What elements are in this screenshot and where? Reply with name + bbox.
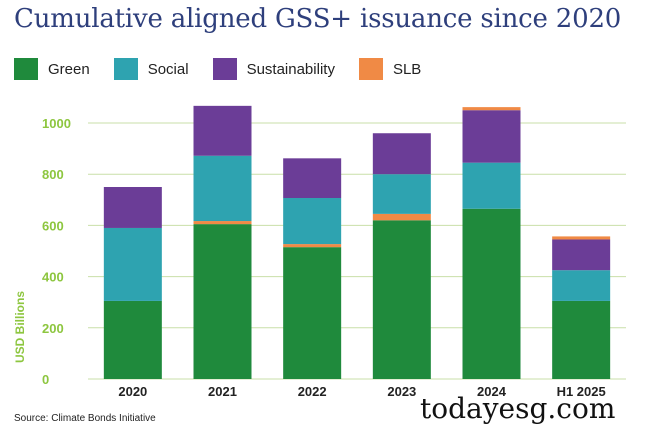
legend-swatch-social — [113, 58, 138, 80]
bar-green-2021-0 — [193, 224, 252, 379]
bar-green-2023-0 — [372, 220, 431, 379]
y-tick-label-1000: 1000 — [42, 116, 71, 131]
bar-green-2022-0 — [283, 247, 342, 379]
bar-sustainability-2020-3 — [103, 187, 162, 228]
y-tick-label-400: 400 — [42, 270, 64, 285]
bar-sustainability-2023-3 — [372, 133, 431, 175]
legend-item-slb: SLB — [358, 58, 422, 80]
bar-sustainability-2022-3 — [283, 158, 342, 199]
y-tick-label-0: 0 — [42, 372, 49, 387]
legend-item-sustainability: Sustainability — [212, 58, 335, 80]
legend-label-social: Social — [147, 60, 189, 78]
legend-item-social: Social — [113, 58, 189, 80]
x-tick-label-2021: 2021 — [208, 384, 237, 399]
legend-label-slb: SLB — [392, 60, 422, 78]
bar-social-2023-2 — [372, 174, 431, 214]
bar-social-h1-2025-2 — [552, 270, 611, 301]
x-tick-label-2022: 2022 — [298, 384, 327, 399]
chart-title: Cumulative aligned GSS+ issuance since 2… — [14, 4, 622, 34]
x-tick-label-2020: 2020 — [118, 384, 147, 399]
legend-swatch-sustainability — [212, 58, 237, 80]
x-tick-label-h1-2025: H1 2025 — [557, 384, 606, 399]
legend-swatch-green — [14, 58, 38, 80]
bar-social-2022-2 — [283, 198, 342, 245]
legend-swatch-slb — [358, 58, 383, 80]
bar-slb-2023-1 — [372, 213, 431, 221]
bar-slb-2022-1 — [283, 244, 342, 248]
x-tick-label-2024: 2024 — [477, 384, 507, 399]
bar-slb-2021-1 — [193, 221, 252, 225]
legend-label-green: Green — [48, 60, 90, 78]
bar-social-2021-2 — [193, 155, 252, 222]
x-tick-label-2023: 2023 — [387, 384, 416, 399]
bar-green-2020-0 — [103, 300, 162, 379]
legend-item-green: Green — [14, 58, 90, 80]
chart-legend: Green Social Sustainability SLB — [14, 58, 445, 80]
bar-social-2024-2 — [462, 162, 521, 209]
watermark: todayesg.com — [420, 392, 616, 425]
y-tick-label-600: 600 — [42, 218, 64, 233]
bar-sustainability-2024-3 — [462, 110, 521, 163]
bar-sustainability-h1-2025-3 — [552, 239, 611, 271]
legend-label-sustainability: Sustainability — [246, 60, 335, 78]
bar-sustainability-2021-3 — [193, 105, 252, 156]
y-tick-label-200: 200 — [42, 321, 64, 336]
bar-slb-h1-2025-4 — [552, 236, 611, 240]
y-axis-title: USD Billions — [13, 291, 27, 363]
bar-social-2020-2 — [103, 227, 162, 301]
bar-slb-2024-4 — [462, 107, 521, 111]
bar-green-h1-2025-0 — [552, 300, 611, 379]
bar-green-2024-0 — [462, 208, 521, 379]
y-tick-label-800: 800 — [42, 167, 64, 182]
source-note: Source: Climate Bonds Initiative — [14, 413, 156, 424]
